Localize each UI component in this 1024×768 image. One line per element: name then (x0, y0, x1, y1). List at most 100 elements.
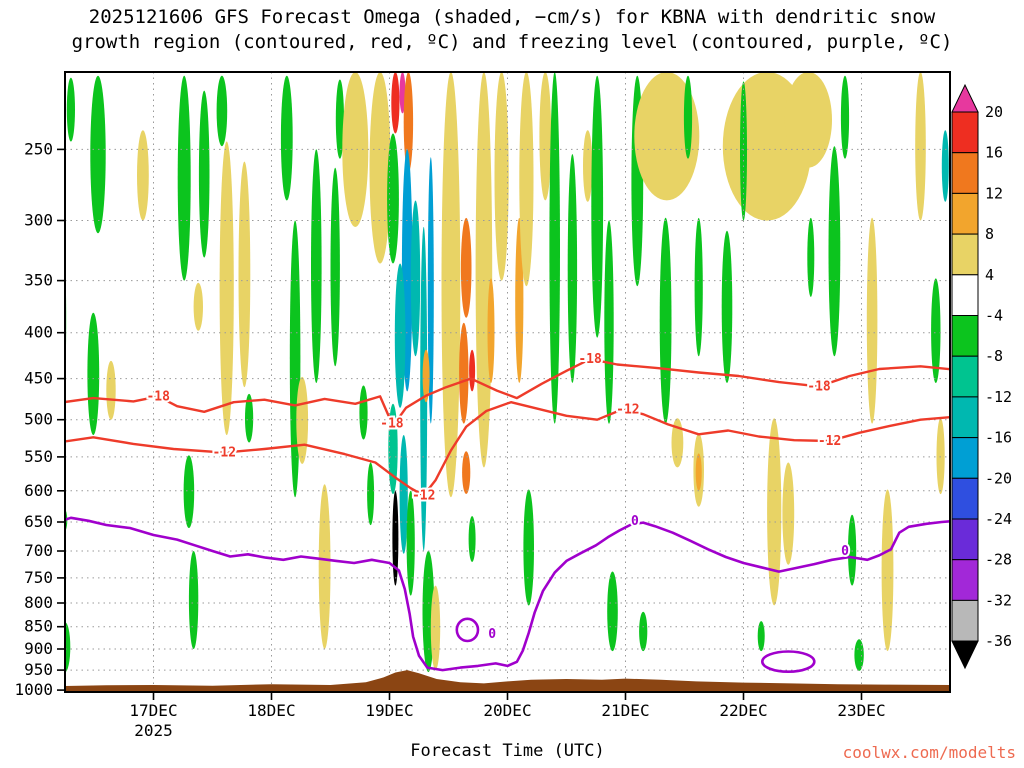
colorbar-segment (951, 152, 979, 194)
omega-blob (394, 263, 406, 408)
omega-blob (66, 77, 75, 142)
omega-blob (391, 72, 400, 134)
omega-blob (245, 393, 254, 443)
y-tick-label: 550 (24, 447, 53, 466)
freezing-level-loop (455, 617, 480, 643)
contour-label: -12 (616, 403, 639, 418)
omega-blob (469, 349, 476, 392)
omega-blob (280, 75, 293, 201)
colorbar-tick-label: -20 (985, 469, 1012, 487)
omega-blob (591, 75, 604, 338)
colorbar-segment (951, 192, 979, 235)
y-tick-label: 350 (24, 271, 53, 290)
colorbar-segment (951, 315, 979, 357)
omega-blob (936, 418, 945, 495)
colorbar-tick-label: 16 (985, 144, 1003, 162)
omega-blob (318, 484, 331, 649)
omega-blob (639, 611, 648, 652)
omega-blob (494, 72, 509, 281)
omega-blob (549, 72, 560, 424)
omega-blob (65, 622, 71, 673)
y-tick-label: 850 (24, 617, 53, 636)
colorbar-arrow-top (951, 83, 979, 113)
y-tick-label: 950 (24, 660, 53, 679)
y-tick-label: 800 (24, 593, 53, 612)
omega-blob (399, 435, 408, 554)
omega-blob (848, 514, 857, 586)
watermark-link[interactable]: coolwx.com/modelts (842, 743, 1016, 762)
x-tick-label: 17DEC (129, 701, 177, 720)
contour-label: -18 (146, 389, 170, 404)
terrain (65, 670, 950, 692)
y-tick-label: 400 (24, 323, 53, 342)
omega-blob (311, 149, 322, 383)
omega-blob (519, 72, 534, 287)
omega-blob (137, 130, 149, 221)
contour-label: 0 (841, 544, 849, 559)
colorbar-segment (951, 599, 979, 642)
omega-blob (193, 282, 203, 331)
x-axis-title: Forecast Time (UTC) (410, 741, 605, 761)
y-tick-label: 1000 (14, 680, 53, 699)
colorbar-tick-label: -28 (985, 551, 1012, 569)
omega-blob (671, 418, 684, 468)
colorbar-tick-label: 20 (985, 103, 1003, 121)
x-tick-label: 23DEC (837, 701, 885, 720)
colorbar-tick-label: 4 (985, 266, 994, 284)
omega-blob (567, 154, 578, 383)
omega-blob (441, 72, 461, 498)
omega-blob (410, 200, 421, 357)
omega-blob (931, 278, 941, 384)
omega-blob (369, 72, 391, 264)
omega-blob (387, 133, 399, 264)
colorbar-tick-label: -16 (985, 429, 1012, 447)
x-tick-label: 18DEC (247, 701, 295, 720)
omega-blob (607, 571, 618, 652)
y-tick-label: 500 (24, 410, 53, 429)
y-tick-label: 300 (24, 211, 53, 230)
colorbar: 20 16 12 8 4 -4 -8 -12 -16 -20 -24 -28 -32 -36 (951, 83, 1012, 670)
omega-blob (634, 72, 700, 201)
colorbar-tick-label: 8 (985, 225, 994, 243)
colorbar-segment (951, 355, 979, 398)
x-axis-year: 2025 (134, 721, 173, 740)
omega-blob (216, 75, 228, 147)
colorbar-segment (951, 396, 979, 439)
omega-blob (188, 551, 199, 649)
omega-blob (475, 72, 493, 468)
omega-blob (183, 455, 195, 528)
colorbar-segment (951, 477, 979, 520)
colorbar-segment (951, 518, 979, 561)
omega-blob (828, 146, 841, 357)
omega-blob (840, 75, 850, 159)
omega-blob (683, 75, 693, 159)
omega-blob (487, 278, 495, 384)
chart-title-line2: growth region (contoured, red, ºC) and f… (71, 31, 953, 53)
contour-label: -12 (412, 488, 435, 503)
dgz-contour--18 (65, 357, 950, 428)
omega-blob (854, 639, 864, 671)
omega-blob (866, 217, 878, 424)
omega-blob (604, 220, 614, 424)
omega-blob (721, 230, 733, 383)
omega-blob (460, 217, 472, 318)
omega-blob (87, 312, 100, 436)
omega-blob (782, 462, 795, 565)
y-tick-label: 450 (24, 369, 53, 388)
omega-blob (399, 72, 406, 114)
x-tick-label: 21DEC (601, 701, 649, 720)
omega-blob (359, 385, 368, 440)
omega-blob (296, 376, 309, 464)
terrain-profile (65, 670, 950, 692)
omega-blob (915, 72, 926, 221)
colorbar-tick-label: 12 (985, 184, 1003, 202)
axes: 250 300 350 400 450 500 550 600 650 700 750 800 850 9… (14, 71, 951, 740)
freezing-level-contour (65, 516, 950, 672)
omega-blob (392, 490, 399, 586)
omega-blob (539, 72, 552, 201)
colorbar-segment (951, 437, 979, 479)
colorbar-segment (951, 559, 979, 601)
y-tick-label: 650 (24, 512, 53, 531)
omega-blob (740, 81, 747, 221)
contour-label: -18 (807, 379, 831, 394)
